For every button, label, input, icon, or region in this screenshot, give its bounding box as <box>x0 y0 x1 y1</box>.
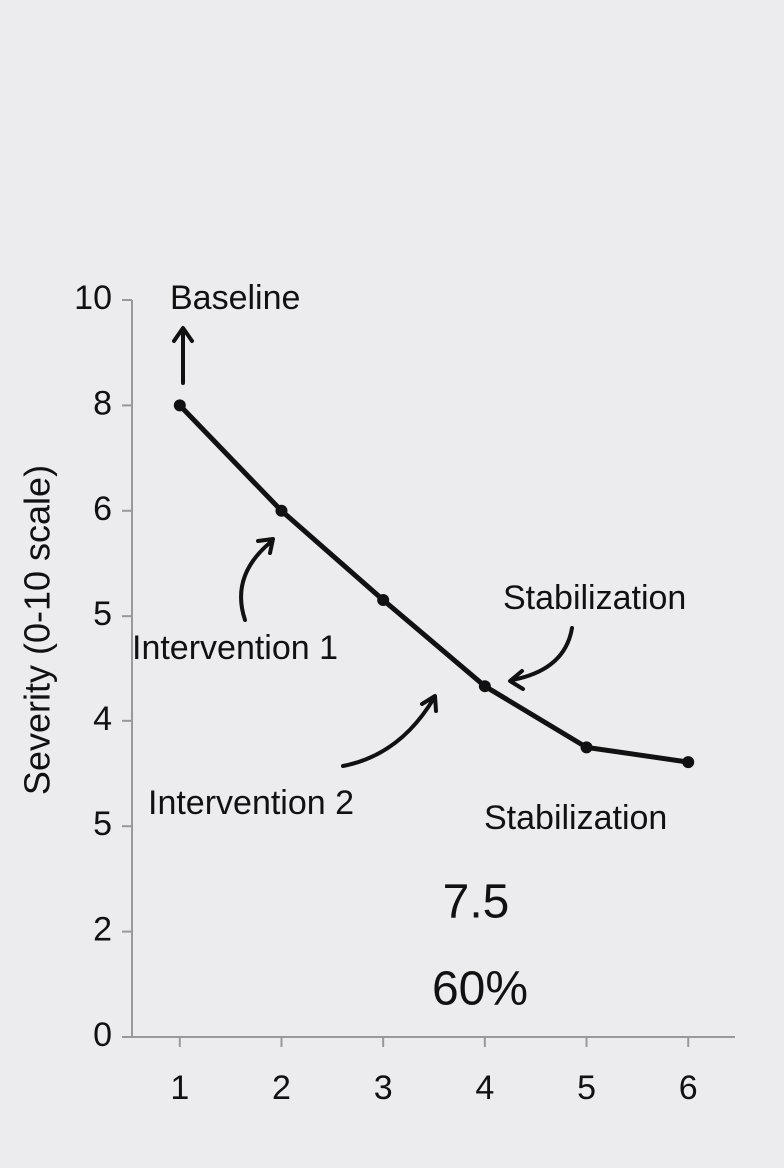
y-tick-label: 4 <box>93 700 112 738</box>
annotation: Baseline <box>170 279 300 317</box>
y-tick-label: 5 <box>93 805 112 843</box>
point <box>580 741 593 754</box>
annotation: Intervention 2 <box>148 784 354 822</box>
x-tick-label: 2 <box>272 1069 291 1107</box>
arrow <box>239 537 275 622</box>
x-tick-label: 3 <box>374 1069 393 1107</box>
annotation: Stabilization <box>503 579 686 617</box>
y-tick-label: 0 <box>93 1016 112 1054</box>
point <box>275 504 288 517</box>
y-tick-label: 2 <box>93 911 112 949</box>
annotation: 60% <box>432 963 528 1016</box>
point <box>377 593 390 606</box>
point <box>682 756 695 769</box>
y-tick-label: 10 <box>74 279 112 317</box>
point <box>173 399 186 412</box>
arrow <box>508 626 574 691</box>
annotation: Intervention 1 <box>132 629 338 667</box>
annotation: Stabilization <box>484 799 667 837</box>
y-axis-label: Severity (0-10 scale) <box>17 465 58 795</box>
x-tick-label: 5 <box>577 1069 596 1107</box>
annotation: 7.5 <box>443 876 510 929</box>
point <box>478 680 491 693</box>
arrow <box>172 326 194 385</box>
arrow <box>341 694 438 768</box>
x-tick-label: 6 <box>679 1069 698 1107</box>
arrows <box>172 326 574 768</box>
x-tick-label: 4 <box>475 1069 494 1107</box>
x-tick-label: 1 <box>170 1069 189 1107</box>
series-line <box>177 403 689 765</box>
y-tick-label: 5 <box>93 595 112 633</box>
y-tick-label: 8 <box>93 384 112 422</box>
y-tick-label: 6 <box>93 490 112 528</box>
